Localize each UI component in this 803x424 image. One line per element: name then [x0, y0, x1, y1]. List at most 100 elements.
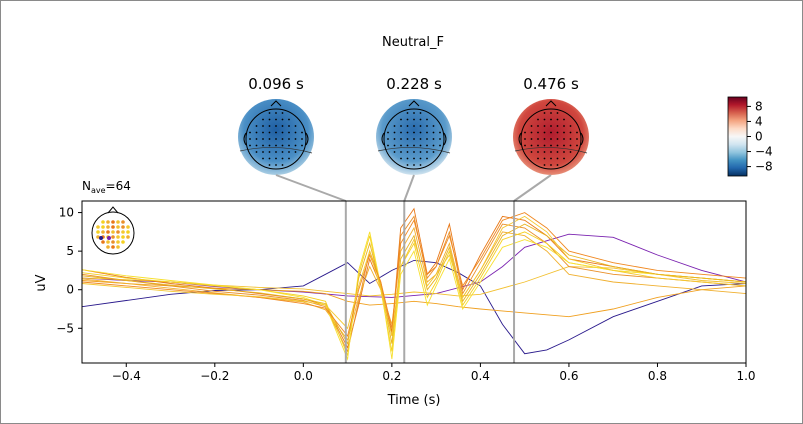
- topomap-sensor: [268, 157, 271, 160]
- topomap-sensor: [432, 125, 435, 127]
- topomap-sensor: [281, 131, 284, 134]
- inset-sensor-dot: [126, 230, 130, 234]
- topomap-sensor: [275, 151, 277, 153]
- topomap-sensor: [537, 144, 539, 147]
- topomap-sensor: [275, 157, 277, 160]
- topomap-sensor: [439, 138, 441, 140]
- topomap-sensor: [550, 151, 552, 153]
- inset-sensor-dot: [106, 245, 110, 249]
- topomap-sensor: [281, 157, 284, 160]
- x-tick-label: −0.4: [112, 369, 141, 383]
- evoked-traces: [82, 207, 746, 361]
- topomap-sensor: [255, 138, 258, 140]
- topomap-time-label: 0.476 s: [523, 75, 579, 93]
- y-tick-label: 10: [59, 206, 74, 220]
- marker-connectors: [275, 174, 552, 202]
- plot-area: [81, 200, 747, 364]
- topomap-sensor: [281, 164, 284, 166]
- trace-line-5: [82, 215, 746, 353]
- topomap-sensor: [301, 131, 303, 134]
- topomap-sensor: [439, 144, 441, 147]
- topomap-sensor: [288, 144, 290, 147]
- topomap-sensor: [543, 164, 546, 166]
- topomap-time-label: 0.096 s: [248, 75, 304, 93]
- topomap-nose: [270, 100, 282, 107]
- topomap-sensor: [406, 138, 409, 140]
- topomap-sensor: [393, 144, 396, 147]
- marker-connector-2: [513, 174, 552, 202]
- topomap-sensor: [419, 151, 422, 153]
- topomap-sensor: [294, 131, 297, 134]
- topomap-sensor: [281, 144, 284, 147]
- topomap-sensor: [268, 164, 271, 166]
- topomap-sensor: [413, 164, 415, 166]
- topomap-head: [245, 108, 307, 170]
- topomap-sensor: [288, 151, 290, 153]
- topomap-contour: [239, 147, 313, 154]
- trace-line-7: [82, 231, 746, 358]
- topomap-sensor: [406, 144, 409, 147]
- topomap-sensor: [262, 118, 264, 121]
- topomap-sensor: [400, 151, 402, 153]
- topomap-sensor: [524, 138, 526, 140]
- topomap-sensor: [387, 131, 389, 134]
- topomap-sensor: [275, 118, 277, 121]
- topomap-sensor: [262, 125, 264, 127]
- inset-sensor-dot: [116, 230, 120, 234]
- nave-label: Nave=64: [82, 179, 131, 195]
- topomap-sensor: [537, 125, 539, 127]
- topomap-sensor: [537, 138, 539, 140]
- topomap-sensor: [294, 144, 297, 147]
- topomap-sensor: [419, 112, 422, 114]
- topomap-sensor: [413, 151, 415, 153]
- topomap-sensor: [406, 112, 409, 114]
- topomap-sensor: [387, 138, 389, 140]
- topomap-sensor: [249, 138, 251, 140]
- topomap-sensor: [524, 144, 526, 147]
- topomap-sensor: [426, 118, 428, 121]
- x-tick-label: 1.0: [736, 369, 755, 383]
- colorbar-gradient: [727, 96, 748, 177]
- topomap-sensor: [576, 131, 578, 134]
- trace-line-9: [82, 223, 746, 346]
- topomap-sensor: [556, 157, 559, 160]
- topomap-sensor: [550, 118, 552, 121]
- marker-connector-1: [403, 174, 415, 202]
- topomap-sensor: [419, 138, 422, 140]
- inset-nose: [107, 206, 119, 214]
- topomap-sensor: [413, 112, 415, 114]
- topomap-sensor: [301, 144, 303, 147]
- topomap-right-ear: [580, 132, 584, 146]
- topomap-sensor: [275, 125, 277, 127]
- topomap-sensor: [419, 131, 422, 134]
- inset-sensor-dot: [116, 225, 120, 229]
- colorbar-tick-label: 4: [755, 114, 763, 128]
- inset-sensor-dot: [121, 230, 125, 234]
- topomap-left-ear: [381, 132, 385, 146]
- topomap-head: [383, 108, 445, 170]
- colorbar-tick-label: −8: [755, 160, 773, 174]
- topomap-sensor: [556, 131, 559, 134]
- x-tick-label: −0.2: [200, 369, 229, 383]
- inset-sensor-dot: [107, 236, 111, 240]
- inset-sensor-dot: [101, 225, 105, 229]
- topomap-sensor: [537, 118, 539, 121]
- topomap-sensor: [413, 157, 415, 160]
- inset-sensor-dot: [111, 245, 115, 249]
- x-axis-label: Time (s): [387, 393, 441, 408]
- inset-sensor-dot: [99, 236, 103, 240]
- topomap-sensor: [281, 151, 284, 153]
- marker-connector-0: [275, 174, 347, 202]
- topomap-sensor: [569, 144, 572, 147]
- topomap-sensor: [249, 131, 251, 134]
- topomap-sensor: [268, 138, 271, 140]
- figure-title: Neutral_F: [382, 35, 444, 50]
- topomap-sensor: [563, 151, 565, 153]
- topomap-sensor: [556, 118, 559, 121]
- topomap-sensor: [262, 157, 264, 160]
- nave-n: N: [82, 179, 91, 193]
- topomap-sensor: [400, 144, 402, 147]
- inset-sensor-dot: [101, 220, 105, 224]
- topomap-sensor: [576, 138, 578, 140]
- topomap-time-label: 0.228 s: [386, 75, 442, 93]
